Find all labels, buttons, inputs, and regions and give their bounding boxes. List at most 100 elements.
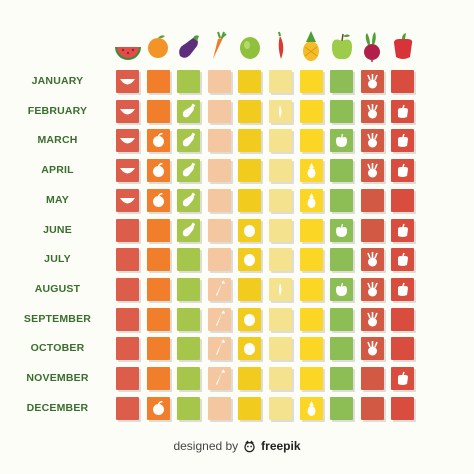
apple-icon (336, 223, 348, 237)
calendar-cell (391, 70, 415, 93)
calendar-cell (177, 307, 201, 331)
calendar-cell (299, 99, 323, 123)
calendar-cell (330, 159, 354, 183)
orange-icon (144, 30, 172, 62)
pineapple-icon (297, 30, 325, 62)
chili-icon (279, 104, 282, 118)
watermelon-icon (120, 197, 135, 204)
calendar-cell (177, 277, 201, 301)
calendar-cell (299, 307, 323, 331)
pepper-icon (389, 30, 417, 62)
calendar-cell (360, 218, 384, 242)
calendar-cell (360, 277, 384, 301)
calendar-cell (391, 307, 415, 331)
calendar-cell (360, 159, 384, 183)
calendar-cell (299, 70, 323, 93)
watermelon-icon (120, 79, 135, 85)
calendar-cell (146, 396, 170, 420)
carrot-icon (215, 310, 225, 326)
beet-icon (367, 311, 378, 327)
calendar-cell (146, 337, 170, 361)
calendar-cell (146, 70, 170, 93)
eggplant-icon (183, 133, 196, 147)
calendar-cell (177, 396, 201, 420)
month-label: FEBRUARY (27, 104, 88, 117)
calendar-cell (146, 248, 170, 272)
calendar-cell (207, 218, 231, 242)
calendar-cell (116, 159, 139, 183)
eggplant-icon (175, 30, 203, 62)
calendar-cell (116, 218, 139, 242)
calendar-cell (360, 188, 384, 212)
beet-icon (367, 74, 378, 89)
calendar-cell (207, 367, 231, 390)
calendar-cell (330, 188, 354, 212)
calendar-cell (238, 337, 262, 361)
calendar-cell (391, 99, 415, 123)
month-label: JUNE (43, 223, 72, 236)
calendar-cell (207, 248, 231, 272)
calendar-cell (269, 337, 292, 361)
pineapple-icon (307, 400, 316, 416)
lime-icon (236, 30, 264, 62)
calendar-cell (116, 367, 139, 390)
lime-icon (244, 313, 256, 326)
pineapple-icon (307, 192, 316, 208)
calendar-cell (360, 248, 384, 272)
calendar-cell (269, 159, 292, 183)
month-label: DECEMBER (26, 401, 89, 414)
month-label: OCTOBER (30, 342, 85, 355)
calendar-cell (330, 248, 354, 272)
calendar-cell (299, 129, 323, 153)
calendar-cell (269, 277, 292, 301)
calendar-cell (360, 337, 384, 361)
calendar-cell (177, 129, 201, 153)
pepper-icon (398, 282, 409, 296)
calendar-cell (177, 159, 201, 183)
calendar-cell (238, 396, 262, 420)
calendar-cell (177, 218, 201, 242)
calendar-cell (177, 337, 201, 361)
calendar-cell (116, 337, 139, 361)
beet-icon (367, 133, 378, 148)
calendar-cell (299, 248, 323, 272)
month-label: MARCH (37, 134, 78, 147)
calendar-cell (269, 367, 292, 390)
calendar-cell (391, 396, 415, 420)
calendar-cell (146, 367, 170, 390)
beet-icon (367, 103, 378, 119)
calendar-cell (116, 129, 139, 153)
carrot-icon (215, 280, 225, 296)
calendar-cell (207, 307, 231, 331)
eggplant-icon (183, 162, 196, 177)
month-label: NOVEMBER (26, 372, 89, 384)
orange-icon (152, 163, 164, 178)
calendar-cell (330, 99, 354, 123)
month-label: JULY (44, 253, 71, 266)
calendar-cell (299, 218, 323, 242)
orange-icon (152, 192, 164, 207)
calendar-cell (360, 367, 384, 390)
calendar-cell (330, 396, 354, 420)
calendar-cell (330, 277, 354, 301)
freepik-logo-icon (244, 439, 255, 452)
calendar-cell (360, 70, 384, 93)
calendar-cell (146, 129, 170, 153)
beet-icon (367, 252, 378, 267)
lime-icon (244, 254, 256, 267)
calendar-cell (177, 188, 201, 212)
calendar-cell (207, 129, 231, 153)
pepper-icon (398, 223, 409, 237)
calendar-cell (269, 307, 292, 331)
calendar-cell (391, 159, 415, 183)
calendar-cell (146, 188, 170, 212)
calendar-cell (146, 218, 170, 242)
watermelon-icon (120, 168, 135, 174)
calendar-cell (391, 129, 415, 153)
carrot-icon (215, 339, 225, 356)
calendar-cell (269, 129, 292, 153)
credit-footer: designed by freepik (0, 436, 474, 456)
calendar-cell (238, 159, 262, 183)
calendar-cell (330, 337, 354, 361)
calendar-cell (299, 188, 323, 212)
